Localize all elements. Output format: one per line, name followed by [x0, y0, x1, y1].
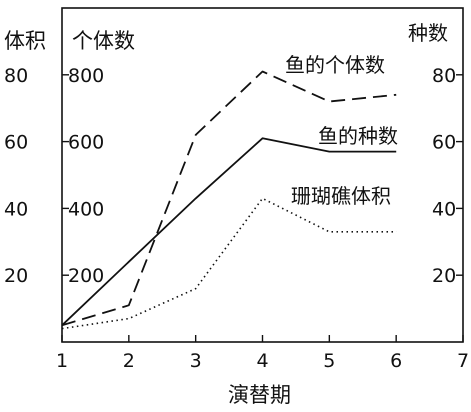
left-inner-tick-label: 600 [68, 132, 104, 154]
x-tick-label: 2 [123, 350, 135, 372]
right-tick-label: 20 [432, 265, 456, 287]
x-tick-label: 6 [390, 350, 402, 372]
x-tick-label: 3 [190, 350, 202, 372]
left-outer-tick-label: 20 [4, 265, 28, 287]
plot-frame: 1 2 3 4 5 6 7 20 40 60 80 200 400 600 800 20 40 60 80 [4, 7, 469, 372]
x-tick-label: 4 [256, 350, 268, 372]
right-tick-label: 40 [432, 198, 456, 220]
series-line-fish-count [61, 70, 397, 327]
left-outer-tick-label: 80 [4, 65, 28, 87]
series-line-fish-species [61, 137, 397, 326]
left-inner-tick-label: 400 [68, 198, 104, 220]
x-axis-title: 演替期 [228, 383, 291, 407]
x-tick-label: 1 [56, 350, 68, 372]
series-line-reef-volume [61, 197, 397, 330]
right-tick-label: 60 [432, 132, 456, 154]
left-axis-title-volume: 体积 [4, 29, 46, 53]
series-label-reef-volume: 珊瑚礁体积 [291, 184, 391, 208]
left-axis-title-count: 个体数 [72, 29, 135, 53]
series-label-fish-count: 鱼的个体数 [285, 53, 385, 77]
right-tick-label: 80 [432, 65, 456, 87]
right-axis-title-species: 种数 [408, 21, 448, 45]
left-inner-tick-label: 200 [68, 265, 104, 287]
left-inner-tick-label: 800 [68, 65, 104, 87]
x-tick-label: 5 [323, 350, 335, 372]
left-outer-tick-label: 60 [4, 132, 28, 154]
plot-border [61, 7, 464, 343]
x-tick-label: 7 [457, 350, 469, 372]
series-label-fish-species: 鱼的种数 [318, 124, 398, 148]
left-outer-tick-label: 40 [4, 198, 28, 220]
